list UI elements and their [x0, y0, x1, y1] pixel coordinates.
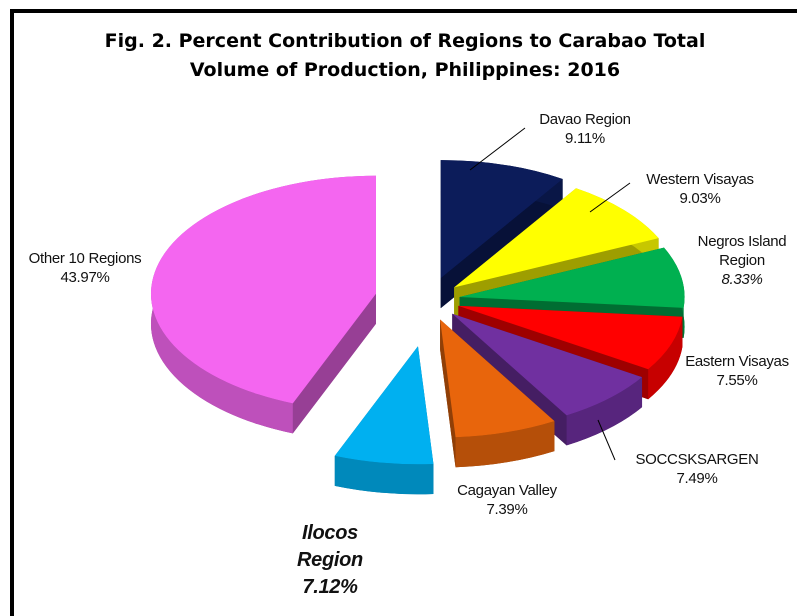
leader-line [597, 419, 616, 461]
slice [440, 160, 563, 279]
slice-label: SOCCSKSARGEN 7.49% [617, 450, 777, 488]
value-label: 7.39% [486, 501, 528, 518]
value-label: 7.12% [302, 576, 358, 598]
slice-side [334, 455, 434, 495]
slice-label: Western Visayas 9.03% [630, 170, 770, 208]
chart-title: Fig. 2. Percent Contribution of Regions … [105, 30, 706, 52]
value-label: 7.55% [716, 372, 758, 389]
slice-label: Other 10 Regions 43.97% [5, 249, 165, 287]
value-label: 8.33% [721, 271, 763, 288]
value-label: 7.49% [676, 470, 718, 487]
slice [150, 175, 376, 404]
category-label: Davao Region [539, 111, 631, 128]
slice-label: Negros Island Region 8.33% [692, 232, 792, 289]
slice [334, 346, 434, 465]
slice [454, 188, 659, 288]
pie [150, 160, 685, 495]
leaders [469, 127, 631, 461]
category-label: Ilocos Region [297, 522, 363, 571]
slice [440, 319, 555, 438]
leader-line [469, 127, 526, 171]
slice-label: Davao Region 9.11% [530, 110, 640, 148]
slice-side [292, 293, 376, 434]
slice-side [455, 421, 555, 468]
slice-label: Eastern Visayas 7.55% [667, 352, 797, 390]
slice [458, 305, 683, 370]
value-label: 9.11% [565, 130, 605, 147]
value-label: 43.97% [60, 269, 110, 286]
slice-side [566, 377, 643, 446]
value-label: 9.03% [679, 190, 721, 207]
chart-title: Volume of Production, Philippines: 2016 [190, 59, 620, 81]
leader-line [589, 182, 631, 213]
slice-side [648, 316, 683, 400]
category-label: Other 10 Regions [28, 250, 142, 267]
slice-label: Ilocos Region 7.12% [295, 520, 365, 601]
slice [452, 313, 643, 416]
category-label: SOCCSKSARGEN [635, 451, 759, 468]
slice-side [440, 319, 456, 468]
category-label: Cagayan Valley [457, 482, 557, 499]
category-label: Eastern Visayas [685, 353, 789, 370]
category-label: Negros Island Region [697, 233, 787, 269]
category-label: Western Visayas [646, 171, 754, 188]
slice [459, 247, 685, 308]
slice-label: Cagayan Valley 7.39% [437, 481, 577, 519]
